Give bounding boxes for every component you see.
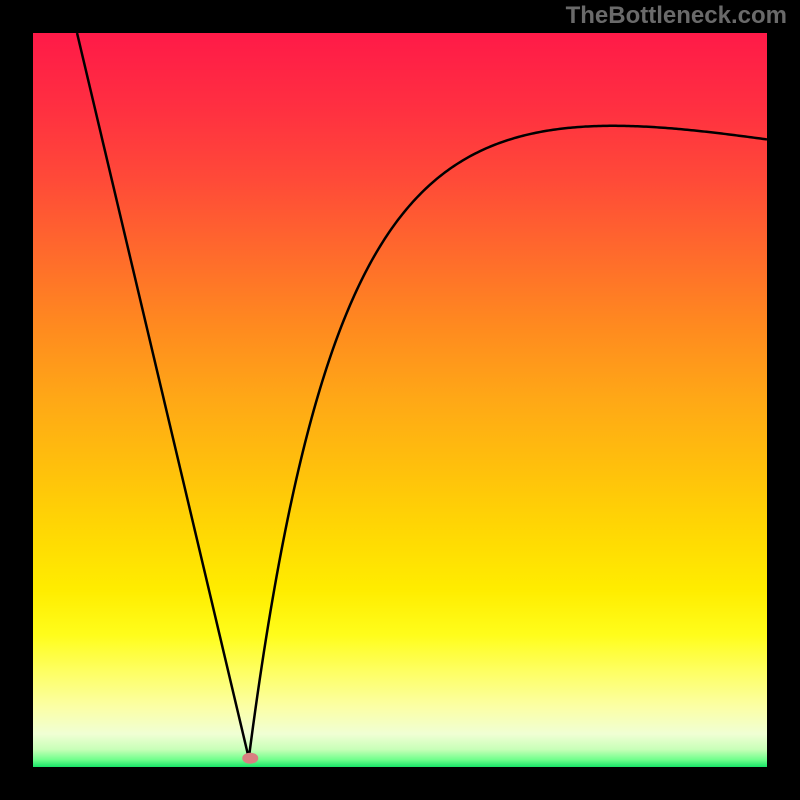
vertex-marker [242,753,258,764]
gradient-background [33,33,767,767]
bottleneck-chart: TheBottleneck.com [0,0,800,800]
watermark-text: TheBottleneck.com [566,2,787,29]
